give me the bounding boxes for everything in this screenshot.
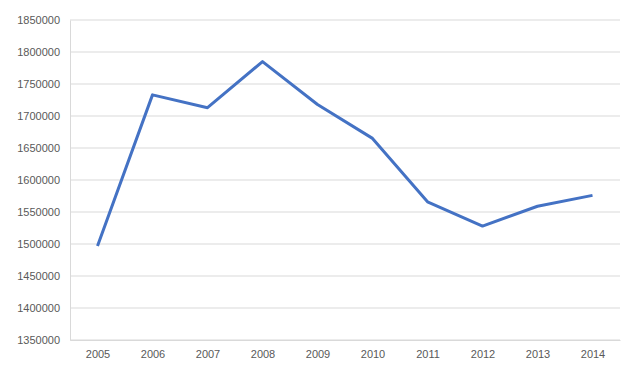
y-tick-label: 1800000 <box>17 46 60 58</box>
y-tick-label: 1850000 <box>17 14 60 26</box>
x-axis-line <box>71 340 621 341</box>
x-tick-label: 2011 <box>416 348 440 360</box>
y-tick-label: 1450000 <box>17 270 60 282</box>
y-tick: 1750000 <box>17 78 70 90</box>
y-tick: 1700000 <box>17 110 70 122</box>
grid <box>70 20 620 340</box>
plot: 1350000 1400000 1450000 1500000 1550000 16000… <box>17 14 620 360</box>
x-tick: 2009 <box>306 340 330 360</box>
y-axis: 1350000 1400000 1450000 1500000 1550000 16000… <box>17 14 70 346</box>
grid-line <box>70 244 620 245</box>
y-tick: 1650000 <box>17 142 70 154</box>
y-tick-label: 1750000 <box>17 78 60 90</box>
x-tick-label: 2010 <box>361 348 385 360</box>
x-tick: 2013 <box>526 340 550 360</box>
x-tick: 2011 <box>416 340 440 360</box>
x-tick-label: 2009 <box>306 348 330 360</box>
x-tick: 2007 <box>196 340 220 360</box>
y-tick-label: 1550000 <box>17 206 60 218</box>
y-tick-label: 1400000 <box>17 302 60 314</box>
y-tick-label: 1700000 <box>17 110 60 122</box>
grid-line <box>70 276 620 277</box>
grid-line <box>70 212 620 213</box>
x-tick: 2012 <box>471 340 495 360</box>
x-tick: 2010 <box>361 340 385 360</box>
x-tick: 2008 <box>251 340 275 360</box>
chart: 1350000 1400000 1450000 1500000 1550000 16000… <box>0 0 640 372</box>
grid-line <box>70 52 620 53</box>
y-tick: 1450000 <box>17 270 70 282</box>
y-tick: 1850000 <box>17 14 70 26</box>
y-tick-label: 1600000 <box>17 174 60 186</box>
grid-line <box>70 20 620 21</box>
y-tick: 1600000 <box>17 174 70 186</box>
y-tick: 1550000 <box>17 206 70 218</box>
line <box>98 62 593 246</box>
y-tick: 1800000 <box>17 46 70 58</box>
y-axis-line <box>70 21 71 341</box>
grid-line <box>70 340 620 341</box>
x-tick-label: 2008 <box>251 348 275 360</box>
x-tick-label: 2014 <box>581 348 605 360</box>
y-tick-label: 1650000 <box>17 142 60 154</box>
grid-line <box>70 84 620 85</box>
x-tick: 2014 <box>581 340 605 360</box>
grid-line <box>70 148 620 149</box>
y-tick: 1500000 <box>17 238 70 250</box>
series <box>98 62 593 246</box>
grid-line <box>70 116 620 117</box>
x-tick-label: 2013 <box>526 348 550 360</box>
y-tick-label: 1350000 <box>17 334 60 346</box>
grid-line <box>70 308 620 309</box>
y-tick: 1400000 <box>17 302 70 314</box>
grid-line <box>70 180 620 181</box>
y-tick: 1350000 <box>17 334 70 346</box>
x-tick-label: 2006 <box>141 348 165 360</box>
x-tick: 2005 <box>86 340 110 360</box>
x-tick-label: 2012 <box>471 348 495 360</box>
x-tick-label: 2005 <box>86 348 110 360</box>
x-tick: 2006 <box>141 340 165 360</box>
y-tick-label: 1500000 <box>17 238 60 250</box>
x-axis: 2005 2006 2007 2008 2009 2010 2011 2012 2013 2014 <box>71 340 621 360</box>
x-tick-label: 2007 <box>196 348 220 360</box>
